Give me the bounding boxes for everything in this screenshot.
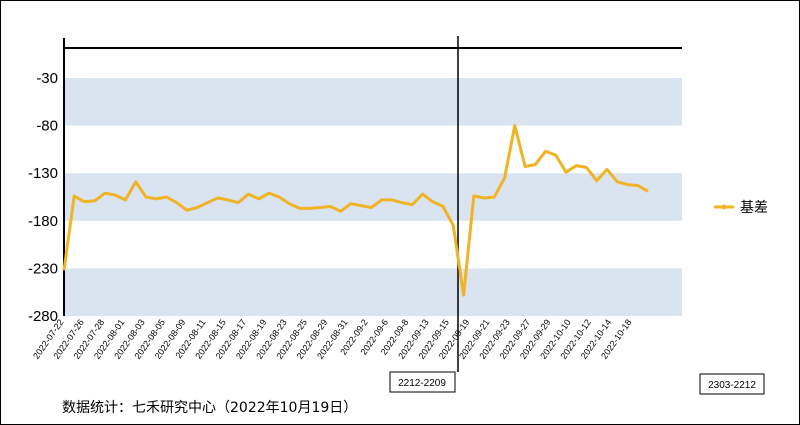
series-line-basis [62, 124, 649, 297]
annotation-far-label: 2303-2212 [708, 380, 756, 391]
y-tick-label: -80 [36, 118, 58, 135]
grid-band-0 [64, 78, 682, 126]
legend: 基差 [714, 199, 768, 215]
grid-bands [64, 78, 682, 316]
annotation-box-near: 2212-2209 [389, 371, 456, 393]
y-tick-labels: -30 -80 -130 -180 -230 -280 [28, 70, 58, 325]
legend-label: 基差 [740, 199, 768, 215]
grid-band-1 [64, 173, 682, 221]
annotation-box-far: 2303-2212 [699, 373, 765, 395]
legend-marker [721, 204, 727, 210]
source-note: 数据统计：七禾研究中心（2022年10月19日） [62, 400, 358, 416]
y-tick-label: -230 [28, 260, 58, 277]
grid-band-2 [64, 268, 682, 316]
y-tick-label: -130 [28, 165, 58, 182]
annotation-near-label: 2212-2209 [398, 378, 446, 389]
x-tick-labels: 2022-07-222022-07-262022-07-282022-08-01… [31, 317, 634, 360]
y-tick-label: -280 [28, 308, 58, 325]
y-tick-label: -30 [36, 70, 58, 87]
y-tick-label: -180 [28, 213, 58, 230]
